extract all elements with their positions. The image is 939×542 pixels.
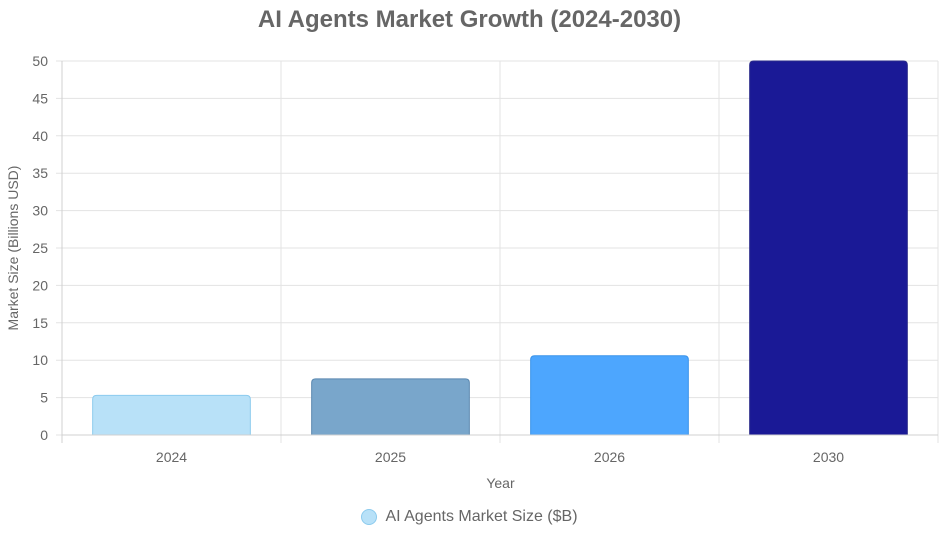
y-tick-label: 25 [32,240,48,256]
y-tick-label: 10 [32,352,48,368]
x-tick-label: 2025 [375,449,406,465]
legend-label: AI Agents Market Size ($B) [385,508,578,525]
y-tick-label: 20 [32,277,48,293]
bar-2025[interactable] [311,378,470,436]
bar-2030[interactable] [749,60,908,436]
bar-2026[interactable] [530,355,689,436]
x-tick-label: 2024 [156,449,187,465]
y-tick-label: 50 [32,53,48,69]
chart-title: AI Agents Market Growth (2024-2030) [257,6,682,33]
y-tick-label: 0 [40,427,48,443]
x-tick-label: 2030 [813,449,844,465]
y-tick-label: 35 [32,165,48,181]
bar-2024[interactable] [92,394,251,436]
legend[interactable]: AI Agents Market Size ($B) [0,508,939,526]
y-tick-label: 30 [32,203,48,219]
x-tick-label: 2026 [594,449,625,465]
y-tick-label: 40 [32,128,48,144]
x-axis-label: Year [486,475,515,491]
y-tick-label: 45 [32,90,48,106]
y-tick-label: 5 [40,390,48,406]
legend-swatch-icon [361,509,378,525]
y-tick-label: 15 [32,315,48,331]
